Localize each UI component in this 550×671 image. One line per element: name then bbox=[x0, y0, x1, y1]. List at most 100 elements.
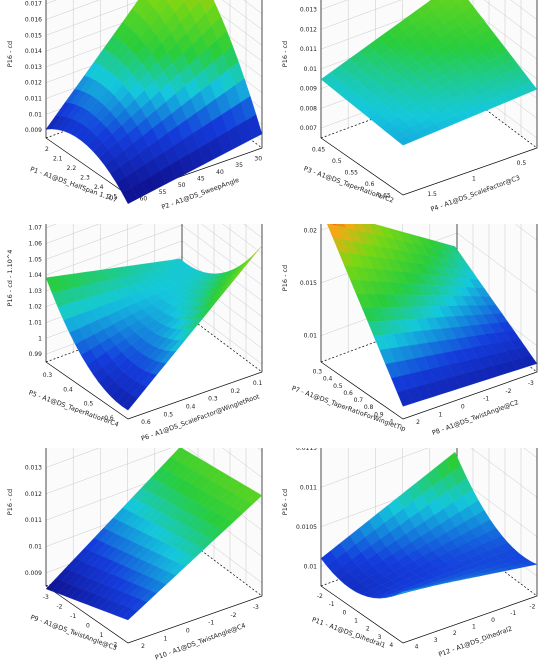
z-tick-label: 0.0105 bbox=[296, 524, 317, 531]
y-tick-label: 4 bbox=[415, 644, 419, 651]
z-tick-label: 0.012 bbox=[300, 26, 317, 33]
y-tick-label: 0.5 bbox=[517, 160, 527, 167]
x-tick-label: 0.5 bbox=[333, 383, 343, 390]
surface-cell bbox=[166, 0, 172, 4]
x-tick-label: 0.7 bbox=[354, 397, 364, 404]
x-tick-label: 0.6 bbox=[365, 181, 375, 188]
z-tick-label: 1.05 bbox=[29, 256, 43, 263]
x-tick-label: 0 bbox=[342, 609, 346, 616]
x-tick-label: 2.2 bbox=[67, 165, 77, 172]
z-tick-label: 0.013 bbox=[25, 64, 42, 71]
z-tick-label: 0.011 bbox=[300, 484, 317, 491]
x-tick-label: 2.3 bbox=[80, 174, 90, 181]
x-tick-label: 0.4 bbox=[63, 386, 73, 393]
x-tick-label: 2 bbox=[45, 146, 49, 153]
y-tick-label: 30 bbox=[254, 155, 262, 162]
x-tick-label: 0.4 bbox=[323, 376, 333, 383]
surface-cell bbox=[438, 0, 448, 4]
x-tick-label: 0 bbox=[86, 622, 90, 629]
x-tick-label: 0.3 bbox=[313, 369, 323, 376]
surface-plot-4: 0.01 0.015 0.02 P16 - cd 0.3 0.4 0.5 0.6 0.7 0.8 0… bbox=[275, 224, 550, 447]
y-tick-label: -2 bbox=[506, 388, 512, 395]
x-tick-label: 1 bbox=[100, 632, 104, 639]
z-tick-label: 0.02 bbox=[304, 227, 318, 234]
x-tick-label: -1 bbox=[329, 601, 335, 608]
x-tick-label: 2.1 bbox=[53, 155, 63, 162]
x-tick-label: -3 bbox=[43, 594, 49, 601]
z-axis-label: P16 - cd bbox=[281, 265, 289, 291]
x-tick-label: -1 bbox=[70, 613, 76, 620]
z-tick-label: 0.01 bbox=[304, 66, 318, 73]
y-tick-label: 40 bbox=[216, 169, 224, 176]
surface-plot-1: 0.009 0.01 0.011 0.012 0.013 0.014 0.015 0.016 0… bbox=[0, 0, 275, 223]
x-tick-label: 2.5 bbox=[108, 193, 118, 200]
y-axis-label: P8 - A1@DS_TwistAngle@C2 bbox=[431, 398, 520, 437]
z-tick-label: 1.03 bbox=[29, 288, 43, 295]
surface-mesh bbox=[45, 0, 263, 205]
z-tick-label: 0.01 bbox=[304, 563, 318, 570]
x-tick-label: 0.3 bbox=[43, 372, 53, 379]
y-tick-label: 2 bbox=[141, 643, 145, 650]
x-tick-label: 0.5 bbox=[84, 401, 94, 408]
y-tick-label: 55 bbox=[159, 189, 167, 196]
surface-plot-svg: 0.9911.011.021.031.041.051.061.071.08P16… bbox=[6, 224, 263, 443]
y-tick-label: 1 bbox=[472, 176, 476, 183]
x-tick-label: 0.6 bbox=[104, 415, 114, 422]
z-axis-label: P16 - cd - 1.10^4 bbox=[6, 250, 14, 307]
z-tick-label: 0.009 bbox=[25, 127, 42, 134]
y-tick-label: -1 bbox=[208, 620, 214, 627]
z-tick-label: 0.014 bbox=[25, 48, 42, 55]
x-tick-label: 0.5 bbox=[332, 158, 342, 165]
y-tick-label: -2 bbox=[231, 612, 237, 619]
surface-plot-svg: 0.009 0.01 0.011 0.012 0.013 0.014 0.015 0.016 0… bbox=[6, 0, 263, 211]
z-axis-label: P16 - cd bbox=[6, 41, 14, 67]
y-tick-label: 45 bbox=[197, 176, 205, 183]
x-axis-label: P5 - A1@DS_TaperRatioForC4 bbox=[28, 389, 120, 429]
z-tick-label: 0.99 bbox=[29, 351, 43, 358]
surface-plot-svg: 0.0070.0080.0090.010.0110.0120.0130.014P… bbox=[281, 0, 538, 214]
y-axis-label: P6 - A1@DS_ScaleFactor@WingletRoot bbox=[140, 392, 261, 443]
y-tick-label: 0.6 bbox=[141, 419, 151, 426]
surface-plot-3: 0.9911.011.021.031.041.051.061.071.08P16… bbox=[0, 224, 275, 447]
y-tick-label: 1.5 bbox=[427, 191, 437, 198]
y-tick-label: -2 bbox=[529, 603, 535, 610]
z-tick-label: 1.02 bbox=[29, 304, 43, 311]
z-axis-label: P16 - cd bbox=[6, 489, 14, 515]
y-tick-label: -1 bbox=[510, 610, 516, 617]
z-tick-label: 1.04 bbox=[29, 272, 43, 279]
z-tick-label: 0.009 bbox=[300, 86, 317, 93]
y-tick-label: -3 bbox=[528, 380, 534, 387]
x-tick-label: 0.45 bbox=[312, 147, 326, 154]
surface-mesh bbox=[320, 0, 538, 146]
x-tick-label: -2 bbox=[57, 603, 63, 610]
x-tick-label: 0.9 bbox=[374, 411, 384, 418]
surface-plot-6: 0.01 0.0105 0.011 0.0115 P16 - cd -2 -1 0 1 2 3 4 P1… bbox=[275, 448, 550, 671]
z-tick-label: 0.013 bbox=[300, 7, 317, 14]
surface-cell bbox=[121, 608, 138, 621]
x-tick-label: 4 bbox=[389, 642, 393, 649]
z-axis-label: P16 - cd bbox=[281, 489, 289, 515]
y-tick-label: 1 bbox=[439, 411, 443, 418]
y-tick-label: 3 bbox=[434, 637, 438, 644]
x-axis-label: P11 - A1@DS_Dihedral1 bbox=[311, 616, 387, 650]
surface-cell bbox=[396, 389, 413, 407]
x-tick-label: 1 bbox=[390, 418, 394, 425]
y-tick-label: 1 bbox=[164, 635, 168, 642]
x-tick-label: 0.8 bbox=[364, 404, 374, 411]
y-tick-label: 50 bbox=[178, 182, 186, 189]
surface-plot-2: 0.0070.0080.0090.010.0110.0120.0130.014P… bbox=[275, 0, 550, 223]
y-tick-label: 2 bbox=[416, 419, 420, 426]
x-tick-label: 2 bbox=[113, 641, 117, 648]
y-tick-label: 0.2 bbox=[231, 388, 241, 395]
z-tick-label: 0.0115 bbox=[296, 448, 317, 452]
z-tick-label: 1.01 bbox=[29, 320, 43, 327]
z-tick-label: 0.007 bbox=[300, 125, 317, 132]
z-axis-label: P16 - cd bbox=[281, 41, 289, 67]
x-tick-label: 3 bbox=[378, 634, 382, 641]
x-tick-label: 1 bbox=[354, 618, 358, 625]
y-tick-label: 35 bbox=[235, 162, 243, 169]
